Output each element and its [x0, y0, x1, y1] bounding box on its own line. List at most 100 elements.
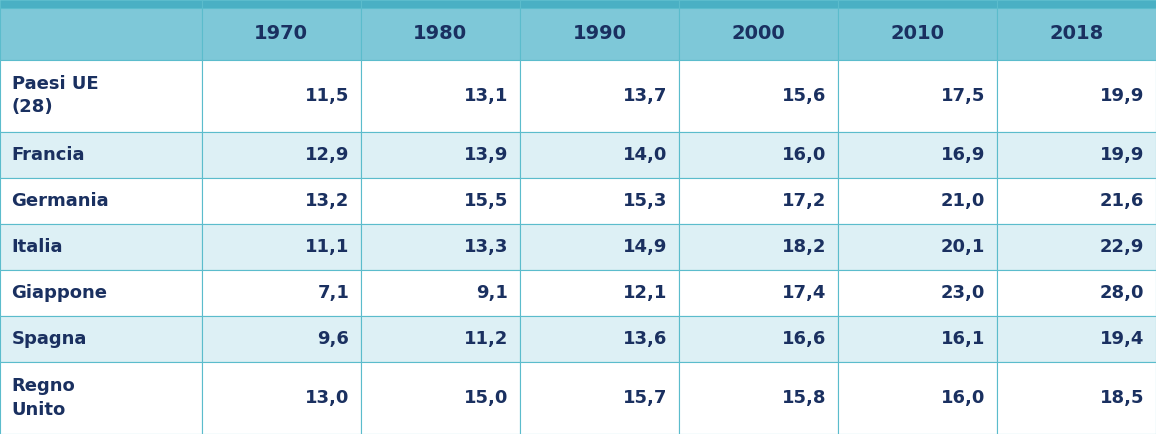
Bar: [0, 8, 201, 59]
Text: 28,0: 28,0: [1101, 284, 1144, 302]
Text: 7,1: 7,1: [317, 284, 349, 302]
Bar: [996, 316, 1156, 362]
Bar: [361, 270, 520, 316]
Text: 17,2: 17,2: [781, 192, 827, 210]
Text: Francia: Francia: [12, 146, 86, 164]
Text: 13,3: 13,3: [464, 238, 509, 256]
Bar: [520, 132, 679, 178]
Text: Regno
Unito: Regno Unito: [12, 377, 75, 419]
Bar: [361, 224, 520, 270]
Text: 15,6: 15,6: [781, 87, 827, 105]
Text: 11,1: 11,1: [305, 238, 349, 256]
Bar: [0, 270, 201, 316]
Bar: [679, 8, 838, 59]
Text: 9,1: 9,1: [476, 284, 509, 302]
Text: Spagna: Spagna: [12, 330, 87, 348]
Text: 23,0: 23,0: [941, 284, 985, 302]
Bar: [520, 178, 679, 224]
Bar: [0, 178, 201, 224]
Text: 20,1: 20,1: [941, 238, 985, 256]
Bar: [520, 316, 679, 362]
Text: 1980: 1980: [413, 24, 467, 43]
Bar: [201, 224, 361, 270]
Text: 12,9: 12,9: [305, 146, 349, 164]
Text: 21,6: 21,6: [1101, 192, 1144, 210]
Text: Giappone: Giappone: [12, 284, 108, 302]
Text: 15,3: 15,3: [623, 192, 667, 210]
Bar: [996, 270, 1156, 316]
Text: 13,1: 13,1: [464, 87, 509, 105]
Text: 19,4: 19,4: [1101, 330, 1144, 348]
Bar: [201, 270, 361, 316]
Text: 2018: 2018: [1050, 24, 1104, 43]
Text: 14,9: 14,9: [623, 238, 667, 256]
Text: 13,0: 13,0: [305, 389, 349, 407]
Bar: [361, 316, 520, 362]
Bar: [838, 316, 996, 362]
Text: 19,9: 19,9: [1101, 146, 1144, 164]
Bar: [0, 316, 201, 362]
Text: Italia: Italia: [12, 238, 64, 256]
Bar: [520, 362, 679, 434]
Bar: [838, 0, 996, 8]
Text: 16,0: 16,0: [941, 389, 985, 407]
Bar: [679, 0, 838, 8]
Bar: [996, 0, 1156, 8]
Text: 11,2: 11,2: [464, 330, 509, 348]
Bar: [361, 0, 520, 8]
Bar: [838, 178, 996, 224]
Bar: [201, 0, 361, 8]
Text: 11,5: 11,5: [305, 87, 349, 105]
Text: 21,0: 21,0: [941, 192, 985, 210]
Text: Germania: Germania: [12, 192, 109, 210]
Bar: [838, 270, 996, 316]
Text: 13,7: 13,7: [623, 87, 667, 105]
Bar: [520, 0, 679, 8]
Text: 17,4: 17,4: [781, 284, 827, 302]
Bar: [361, 8, 520, 59]
Bar: [361, 132, 520, 178]
Text: 1970: 1970: [254, 24, 309, 43]
Bar: [201, 59, 361, 132]
Bar: [996, 362, 1156, 434]
Bar: [0, 0, 201, 8]
Bar: [201, 178, 361, 224]
Text: 15,0: 15,0: [464, 389, 509, 407]
Text: 22,9: 22,9: [1101, 238, 1144, 256]
Bar: [0, 362, 201, 434]
Bar: [996, 59, 1156, 132]
Text: 16,0: 16,0: [781, 146, 827, 164]
Bar: [679, 270, 838, 316]
Text: Paesi UE
(28): Paesi UE (28): [12, 75, 98, 116]
Bar: [679, 224, 838, 270]
Bar: [361, 178, 520, 224]
Bar: [520, 8, 679, 59]
Bar: [520, 59, 679, 132]
Text: 1990: 1990: [572, 24, 627, 43]
Bar: [201, 362, 361, 434]
Bar: [679, 316, 838, 362]
Text: 19,9: 19,9: [1101, 87, 1144, 105]
Text: 15,5: 15,5: [464, 192, 509, 210]
Bar: [996, 132, 1156, 178]
Bar: [679, 178, 838, 224]
Text: 2000: 2000: [732, 24, 785, 43]
Bar: [0, 132, 201, 178]
Text: 13,9: 13,9: [464, 146, 509, 164]
Bar: [838, 362, 996, 434]
Text: 18,2: 18,2: [781, 238, 827, 256]
Bar: [838, 8, 996, 59]
Bar: [0, 224, 201, 270]
Bar: [679, 362, 838, 434]
Text: 12,1: 12,1: [623, 284, 667, 302]
Bar: [679, 59, 838, 132]
Bar: [838, 132, 996, 178]
Text: 15,8: 15,8: [781, 389, 827, 407]
Bar: [361, 362, 520, 434]
Text: 9,6: 9,6: [317, 330, 349, 348]
Bar: [201, 316, 361, 362]
Text: 13,2: 13,2: [305, 192, 349, 210]
Text: 16,1: 16,1: [941, 330, 985, 348]
Text: 13,6: 13,6: [623, 330, 667, 348]
Bar: [201, 132, 361, 178]
